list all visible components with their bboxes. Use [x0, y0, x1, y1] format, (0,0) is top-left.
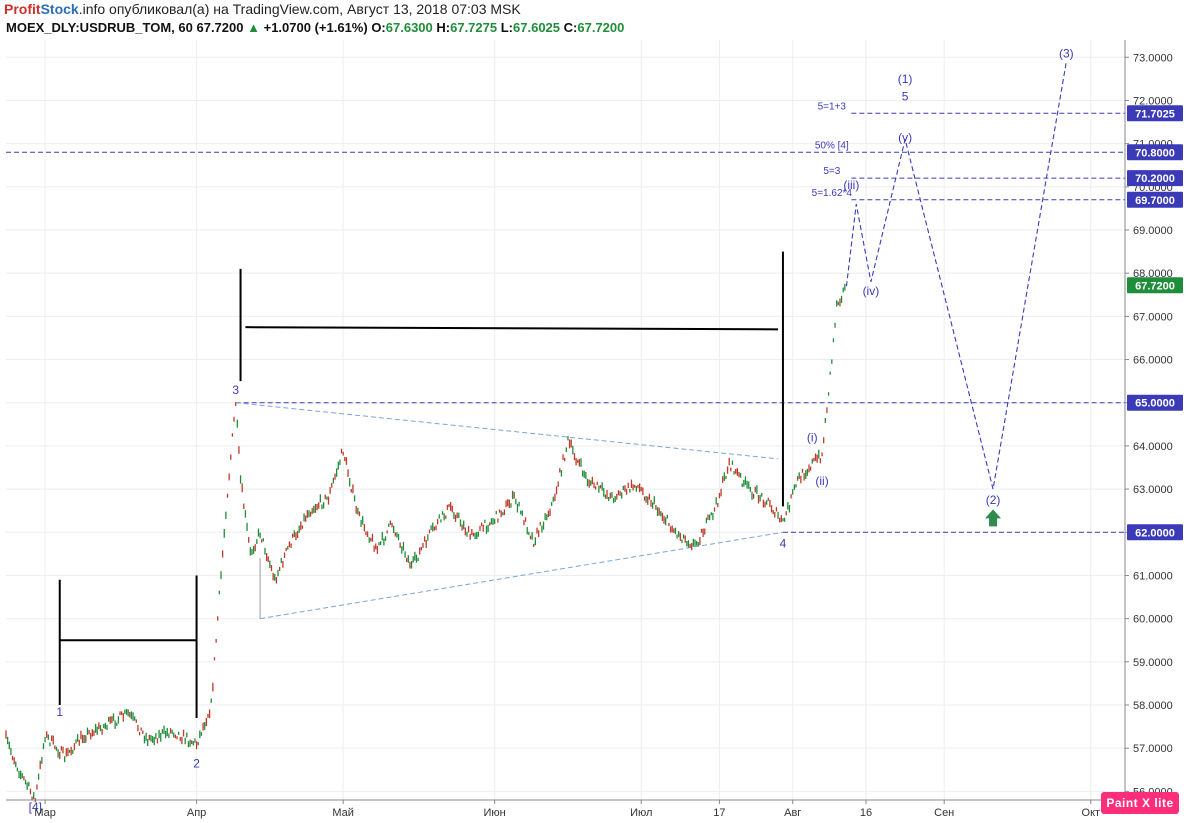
publisher-line: ProfitStock.info опубликовал(а) на Tradi… — [4, 1, 521, 17]
y-tick-label: 57.0000 — [1133, 743, 1173, 755]
level-note: 5=1+3 — [818, 101, 847, 112]
x-tick-label: 16 — [860, 807, 872, 819]
wave-label: [4] — [29, 800, 42, 814]
x-tick-label: Авг — [784, 807, 801, 819]
triangle-lower-line — [260, 531, 784, 620]
price-label-box — [1127, 191, 1183, 208]
wave-label: 4 — [780, 536, 787, 550]
level-note: 5=3 — [823, 166, 840, 177]
price-label-box — [1127, 524, 1183, 541]
open-value: 67.6300 — [385, 20, 433, 35]
up-arrow-icon — [985, 509, 1002, 527]
wave-label: (i) — [807, 431, 818, 445]
price-label-box — [1127, 170, 1183, 187]
brand-profit: Profit — [4, 1, 41, 17]
price-label-box — [1127, 394, 1183, 411]
wave-projection — [845, 61, 1067, 527]
symbol-name: MOEX_DLY:USDRUB_TOM, 60 — [6, 20, 193, 35]
y-tick-label: 72.0000 — [1133, 95, 1173, 107]
y-tick-label: 59.0000 — [1133, 657, 1173, 669]
x-tick-label: Мар — [34, 807, 56, 819]
wave-label: (2) — [986, 493, 1001, 507]
price-label: 71.7025 — [1135, 108, 1175, 120]
up-arrow-icon: ▲ — [247, 20, 260, 35]
wave-label: (v) — [898, 130, 912, 144]
high-label: H: — [436, 20, 451, 35]
ohlc-line: MOEX_DLY:USDRUB_TOM, 60 67.7200 ▲ +1.070… — [6, 20, 624, 35]
wave-label: 1 — [56, 705, 63, 719]
x-tick-label: Окт — [1082, 807, 1101, 819]
level-note: 50% [4] — [815, 140, 849, 151]
price-label-box — [1127, 277, 1183, 294]
level-note: 5=1.62*4 — [812, 188, 853, 199]
price-label: 70.2000 — [1135, 173, 1175, 185]
wave-label: (1) — [898, 72, 913, 86]
wave-labels: [4] 1 2 3 4 (i) (ii) (iii) (iv) (v) (1) 5 (2) (3) — [29, 46, 1074, 814]
measure-span-2 — [245, 326, 779, 331]
paint-watermark: Paint X lite — [1101, 792, 1179, 814]
price-change: +1.0700 (+1.61%) — [263, 20, 368, 35]
y-tick-label: 68.0000 — [1133, 268, 1173, 280]
price-label-box — [1127, 105, 1183, 122]
x-tick-label: Сен — [934, 807, 954, 819]
wave-label: 5 — [902, 89, 909, 103]
price-label: 70.8000 — [1135, 147, 1175, 159]
x-tick-label: 17 — [713, 807, 725, 819]
low-label: L: — [500, 20, 514, 35]
price-series — [5, 283, 846, 803]
wave-label: (3) — [1059, 46, 1074, 60]
grid — [6, 40, 1125, 800]
price-label: 65.0000 — [1135, 398, 1175, 410]
last-price: 67.7200 — [196, 20, 244, 35]
low-value: 67.6025 — [513, 20, 561, 35]
wave-label: (ii) — [815, 474, 828, 488]
y-tick-label: 58.0000 — [1133, 700, 1173, 712]
wave-label: (iii) — [843, 178, 859, 192]
wave-label: 3 — [232, 383, 239, 397]
y-tick-label: 61.0000 — [1133, 570, 1173, 582]
chart-header: ProfitStock.info опубликовал(а) на Tradi… — [0, 0, 1190, 40]
price-label: 67.7200 — [1135, 280, 1175, 292]
price-label: 62.0000 — [1135, 527, 1175, 539]
close-value: 67.7200 — [577, 20, 625, 35]
axes: 56.000057.000058.000059.000060.000061.00… — [6, 40, 1183, 819]
close-label: C: — [563, 20, 578, 35]
y-tick-label: 69.0000 — [1133, 225, 1173, 237]
price-label: 69.7000 — [1135, 195, 1175, 207]
wave-label: 2 — [193, 757, 200, 771]
triangle-upper-line — [235, 402, 779, 460]
wave-label: (iv) — [863, 284, 880, 298]
brand-stock: Stock — [40, 1, 79, 17]
y-tick-label: 63.0000 — [1133, 484, 1173, 496]
y-tick-label: 67.0000 — [1133, 311, 1173, 323]
high-value: 67.7275 — [450, 20, 498, 35]
publish-info: .info опубликовал(а) на TradingView.com,… — [78, 1, 521, 17]
x-tick-label: Май — [332, 807, 354, 819]
price-label-box — [1127, 144, 1183, 161]
y-tick-label: 60.0000 — [1133, 614, 1173, 626]
annotations: 5=1+3 50% [4] 5=3 5=1.62*4 — [6, 101, 1125, 718]
open-label: O: — [371, 20, 386, 35]
y-tick-label: 64.0000 — [1133, 441, 1173, 453]
projection-path — [845, 61, 1067, 490]
x-tick-label: Июн — [484, 807, 506, 819]
y-tick-label: 73.0000 — [1133, 52, 1173, 64]
x-tick-label: Июл — [630, 807, 652, 819]
y-tick-label: 66.0000 — [1133, 355, 1173, 367]
x-tick-label: Апр — [187, 807, 206, 819]
